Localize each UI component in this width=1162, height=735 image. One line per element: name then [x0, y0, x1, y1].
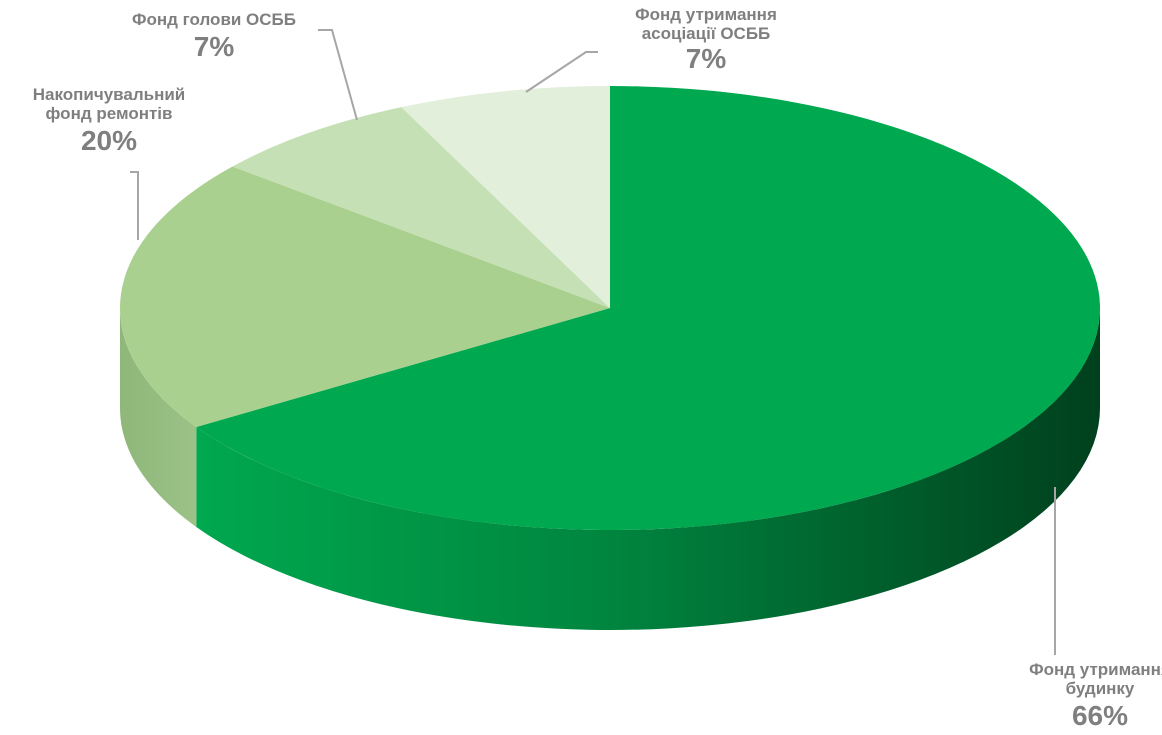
slice-label-name: Фонд утримання [635, 5, 777, 24]
slice-label-1: Накопичувальний фонд ремонтів 20% [0, 85, 218, 156]
slice-label-name: фонд ремонтів [45, 104, 173, 124]
slice-label-2: Фонд голови ОСББ 7% [104, 10, 324, 62]
slice-label-0: Фонд утримання будинку 66% [1000, 660, 1162, 731]
slice-label-3: Фонд утримання асоціації ОСББ 7% [590, 5, 822, 74]
pie-slice-side-1 [120, 308, 197, 527]
pie-slice-0 [196, 86, 1101, 530]
pie-slice-1 [120, 166, 610, 427]
leader-line-slice-2 [318, 29, 358, 121]
leader-line-slice-3 [525, 51, 598, 93]
slice-label-name: асоціації ОСББ [641, 24, 771, 44]
slice-label-name: будинку [1065, 679, 1135, 699]
slice-label-name: Накопичувальний [32, 85, 186, 104]
pie-slice-3 [401, 86, 610, 308]
slice-label-percent: 7% [685, 43, 727, 75]
pie-slice-2 [232, 107, 610, 308]
leader-line-slice-1 [130, 171, 139, 240]
slice-label-name: Фонд голови ОСББ [131, 10, 296, 29]
slice-label-percent: 66% [1071, 700, 1129, 732]
slice-label-percent: 7% [193, 31, 235, 63]
pie-slice-side-0 [196, 308, 1100, 630]
slice-label-percent: 20% [80, 125, 138, 157]
slice-label-name: Фонд утримання [1029, 660, 1162, 679]
